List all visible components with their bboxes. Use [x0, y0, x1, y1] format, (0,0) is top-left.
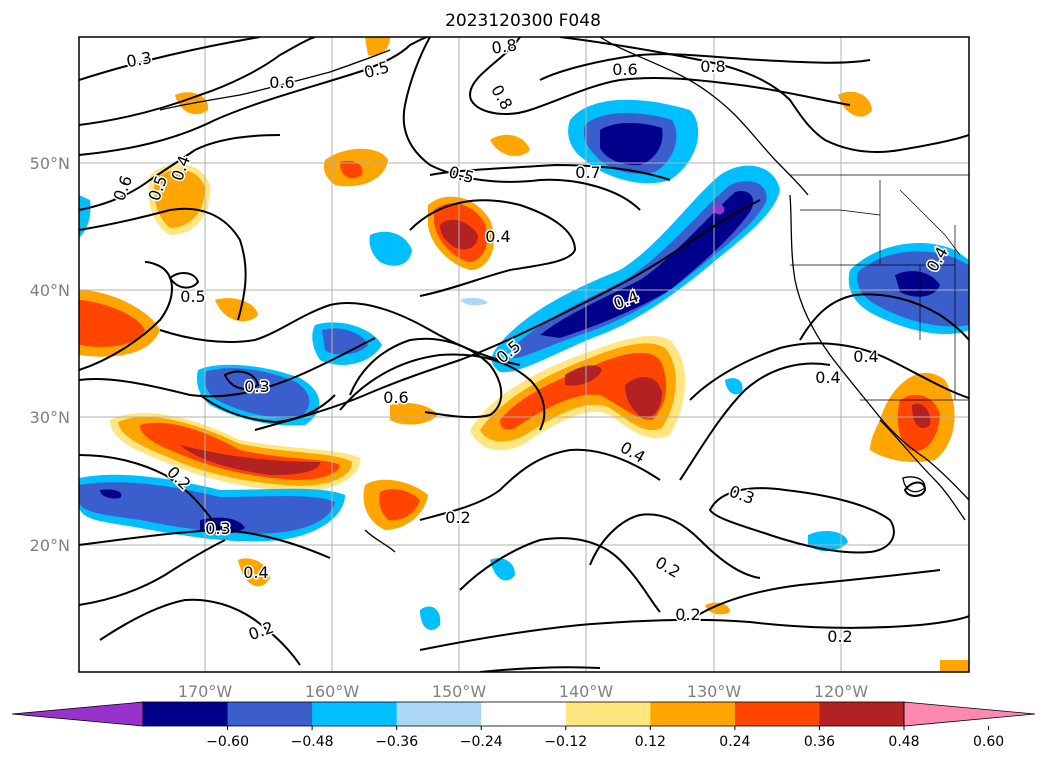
contour-label: 0.2 [675, 605, 700, 624]
colorbar-segment [143, 702, 229, 726]
colorbar-segment [819, 702, 905, 726]
contour-label: 0.6 [383, 388, 408, 407]
colorbar-tick-label: 0.60 [973, 734, 1004, 750]
colorbar-segment [650, 702, 736, 726]
lat-label-50n: 50°N [30, 154, 70, 173]
contour-label: 0.3 [244, 377, 269, 396]
colorbar-segment [312, 702, 398, 726]
colorbar-tick-label: −0.24 [460, 734, 503, 750]
longitude-labels: 170°W 160°W 150°W 140°W 130°W 120°W [178, 682, 869, 701]
lon-label-150w: 150°W [432, 682, 487, 701]
lon-label-140w: 140°W [559, 682, 614, 701]
lon-label-160w: 160°W [305, 682, 360, 701]
contour-label: 0.2 [445, 508, 470, 527]
lat-label-40n: 40°N [30, 281, 70, 300]
lon-label-170w: 170°W [178, 682, 233, 701]
political-borders [790, 174, 969, 401]
lon-label-130w: 130°W [687, 682, 742, 701]
map-title: 2023120300 F048 [445, 11, 601, 31]
contour-label: 0.7 [575, 163, 600, 182]
contour-label: 0.4 [853, 347, 878, 366]
colorbar-segment [227, 702, 313, 726]
colorbar-tick-label: 0.36 [804, 734, 835, 750]
coastline-baja [879, 419, 966, 521]
colorbar-extend-low [11, 701, 144, 727]
colorbar-frame [142, 701, 905, 727]
colorbar-segment [565, 702, 651, 726]
colorbar-tick-label: −0.36 [375, 734, 418, 750]
lat-label-30n: 30°N [30, 408, 70, 427]
colorbar-tick-label: 0.24 [719, 734, 750, 750]
colorbar-segment [734, 702, 820, 726]
colorbar-tick-label: −0.60 [206, 734, 249, 750]
map-frame [78, 36, 970, 673]
contour-lines [79, 37, 969, 672]
colorbar-tick-label: 0.48 [888, 734, 919, 750]
contour-label: 0.2 [827, 627, 852, 646]
colorbar-extend-high [903, 701, 1036, 727]
coastline-alaska [599, 37, 809, 196]
colorbar-tick-label: 0.12 [635, 734, 666, 750]
latitude-labels: 50°N 40°N 30°N 20°N [30, 154, 70, 555]
contour-label: 0.6 [612, 60, 637, 79]
lon-label-120w: 120°W [814, 682, 869, 701]
colorbar-tick-label: −0.48 [291, 734, 334, 750]
contour-label: 0.4 [243, 563, 268, 582]
lat-label-20n: 20°N [30, 536, 70, 555]
colorbar-segment [396, 702, 482, 726]
contour-label: 0.5 [180, 287, 205, 306]
colorbar: −0.60 −0.48 −0.36 −0.24 −0.12 0.12 0.24 0.36 0.4… [11, 701, 1036, 750]
contour-label: 0.8 [700, 57, 725, 76]
contour-label: 0.4 [485, 227, 510, 246]
contour-label: 0.4 [815, 368, 840, 387]
contour-label: 0.6 [269, 73, 294, 92]
colorbar-tick-label: −0.12 [544, 734, 587, 750]
contour-label: 0.8 [490, 35, 518, 57]
contour-label: 0.3 [205, 519, 230, 538]
colorbar-segment [481, 702, 567, 726]
